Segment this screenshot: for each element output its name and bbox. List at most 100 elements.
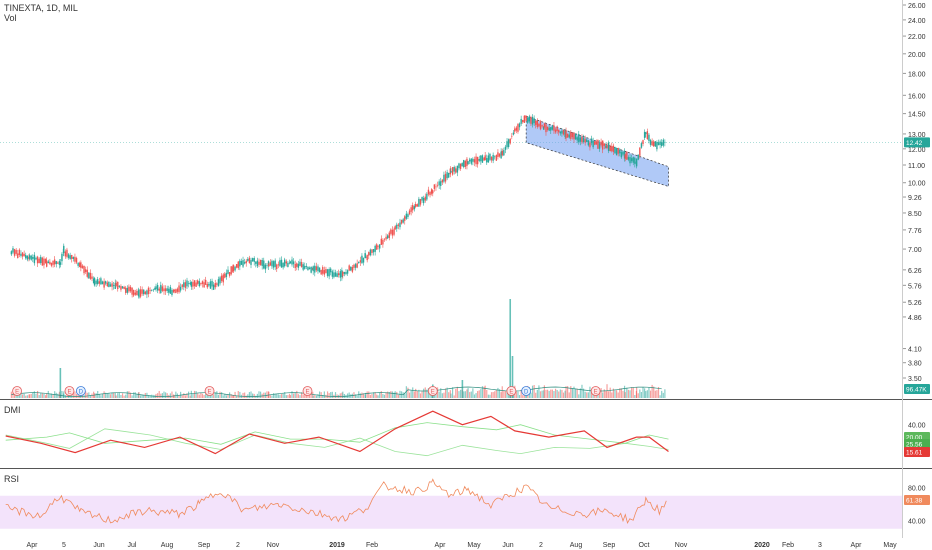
candle-body	[624, 154, 626, 159]
event-marker-label: E	[15, 390, 19, 396]
candle-body	[129, 286, 132, 292]
volume-bar	[121, 393, 124, 398]
volume-spike	[511, 356, 514, 398]
volume-bar	[225, 395, 228, 398]
candle-body	[536, 120, 539, 127]
volume-bar	[61, 390, 63, 398]
candle-body	[232, 265, 235, 271]
event-marker	[12, 386, 22, 396]
candle-body	[478, 158, 480, 161]
volume-bar	[463, 391, 465, 398]
candle-body	[64, 251, 67, 257]
volume-bar	[600, 388, 602, 398]
volume-bar	[315, 395, 317, 398]
candle-body	[472, 158, 474, 162]
candle-body	[250, 260, 252, 265]
candle-body	[429, 191, 431, 196]
candle-body	[279, 260, 281, 266]
volume-bar	[38, 395, 40, 398]
candle-body	[206, 284, 208, 288]
volume-bar	[115, 395, 117, 398]
candle-body	[435, 186, 437, 188]
volume-bar	[472, 388, 474, 398]
event-marker	[427, 386, 438, 396]
candle-body	[192, 282, 194, 287]
volume-bar	[592, 393, 594, 398]
candle-body	[662, 139, 664, 146]
volume-bar	[71, 393, 73, 398]
volume-bar	[418, 389, 420, 398]
volume-bar	[421, 391, 423, 398]
candle-body	[492, 154, 494, 161]
volume-bar	[236, 395, 238, 398]
candle-body	[369, 249, 372, 256]
volume-bar	[95, 393, 97, 398]
candle-body	[487, 155, 490, 163]
volume-bar	[312, 395, 314, 398]
candle-body	[528, 116, 531, 122]
volume-bar	[43, 393, 45, 398]
volume-bar	[470, 391, 472, 398]
volume-bar	[198, 394, 200, 398]
volume-bar	[85, 391, 87, 398]
candles	[10, 114, 666, 299]
volume-bar	[631, 387, 633, 398]
rsi-label: RSI	[4, 474, 20, 484]
price-tick-label: 5.26	[908, 300, 922, 307]
price-tick-label: 8.50	[908, 211, 922, 218]
volume-bar	[277, 394, 279, 398]
volume-bar	[259, 391, 262, 398]
volume-bar	[74, 391, 76, 398]
volume-bar	[336, 394, 338, 398]
candle-body	[450, 171, 452, 173]
candle-body	[551, 126, 554, 130]
volume-bar	[173, 394, 175, 398]
candle-body	[376, 244, 378, 250]
candle-body	[554, 129, 557, 133]
candle-body	[611, 146, 613, 152]
volume-spike	[59, 368, 62, 398]
price-tick-label: 4.10	[908, 347, 922, 354]
volume-bar	[497, 387, 499, 398]
candle-body	[459, 163, 462, 169]
candle-body	[203, 282, 205, 288]
candle-body	[312, 266, 314, 272]
volume-bar	[374, 392, 376, 398]
volume-bar	[576, 388, 578, 398]
volume-bar	[21, 394, 24, 398]
candle-body	[598, 143, 601, 149]
volume-bar	[582, 388, 585, 398]
volume-bar	[581, 384, 583, 398]
candle-body	[187, 283, 190, 284]
candle-body	[95, 280, 97, 284]
volume-bar	[559, 389, 561, 398]
volume-bar	[455, 388, 457, 398]
volume-bar	[253, 393, 255, 398]
candle-body	[121, 286, 124, 289]
candle-body	[466, 158, 468, 167]
volume-bar	[567, 386, 569, 398]
volume-bar	[380, 391, 382, 398]
candle-body	[453, 166, 455, 172]
volume-bar	[343, 393, 345, 398]
volume-bar	[205, 393, 207, 398]
volume-bar	[328, 393, 330, 398]
volume-bar	[330, 392, 332, 398]
candle-body	[570, 131, 572, 139]
volume-bar	[553, 390, 555, 398]
candle-body	[240, 261, 243, 265]
candle-body	[243, 262, 246, 264]
volume-bar	[362, 393, 365, 398]
candle-body	[208, 283, 210, 286]
volume-bar	[334, 392, 337, 398]
candle-body	[79, 262, 81, 268]
volume-bar	[50, 393, 53, 398]
candle-body	[310, 266, 312, 273]
volume-bar	[98, 394, 100, 398]
volume-bar	[69, 394, 71, 398]
candle-body	[380, 238, 382, 245]
candle-body	[323, 270, 326, 275]
candle-body	[285, 261, 288, 264]
candle-body	[619, 149, 621, 154]
